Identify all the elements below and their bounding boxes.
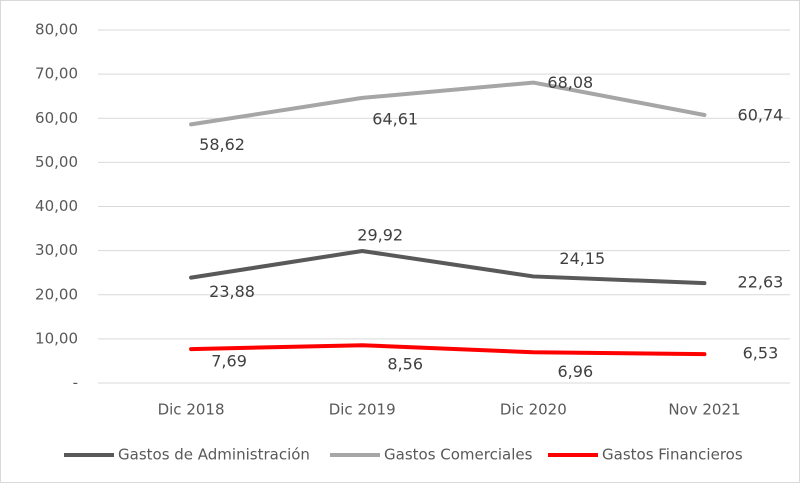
data-label: 64,61 — [372, 109, 418, 128]
data-label: 29,92 — [357, 225, 403, 244]
y-tick-label: 70,00 — [35, 65, 78, 83]
data-label: 6,53 — [743, 344, 779, 363]
y-tick-label: 30,00 — [35, 241, 78, 259]
data-label: 7,69 — [211, 352, 247, 371]
x-tick-label: Nov 2021 — [668, 401, 740, 419]
y-tick-label: 20,00 — [35, 285, 78, 303]
data-label: 22,63 — [738, 273, 784, 292]
x-tick-label: Dic 2020 — [500, 401, 567, 419]
y-tick-label: 10,00 — [35, 329, 78, 347]
data-label: 23,88 — [209, 282, 255, 301]
y-tick-label: 60,00 — [35, 109, 78, 127]
data-label: 8,56 — [387, 355, 423, 374]
legend-label: Gastos Comerciales — [384, 446, 533, 464]
y-tick-label: - — [73, 374, 78, 392]
series-line — [189, 80, 707, 127]
legend-label: Gastos de Administración — [118, 446, 310, 464]
y-tick-label: 40,00 — [35, 197, 78, 215]
y-tick-label: 50,00 — [35, 153, 78, 171]
data-label: 6,96 — [558, 362, 594, 381]
x-tick-label: Dic 2018 — [158, 401, 225, 419]
x-tick-label: Dic 2019 — [329, 401, 396, 419]
series-line — [189, 343, 707, 357]
series-line — [189, 248, 707, 286]
data-label: 68,08 — [547, 73, 593, 92]
legend-label: Gastos Financieros — [602, 446, 743, 464]
data-label: 24,15 — [559, 249, 605, 268]
data-label: 58,62 — [199, 135, 245, 154]
y-tick-label: 80,00 — [35, 21, 78, 39]
data-label: 60,74 — [738, 105, 784, 124]
